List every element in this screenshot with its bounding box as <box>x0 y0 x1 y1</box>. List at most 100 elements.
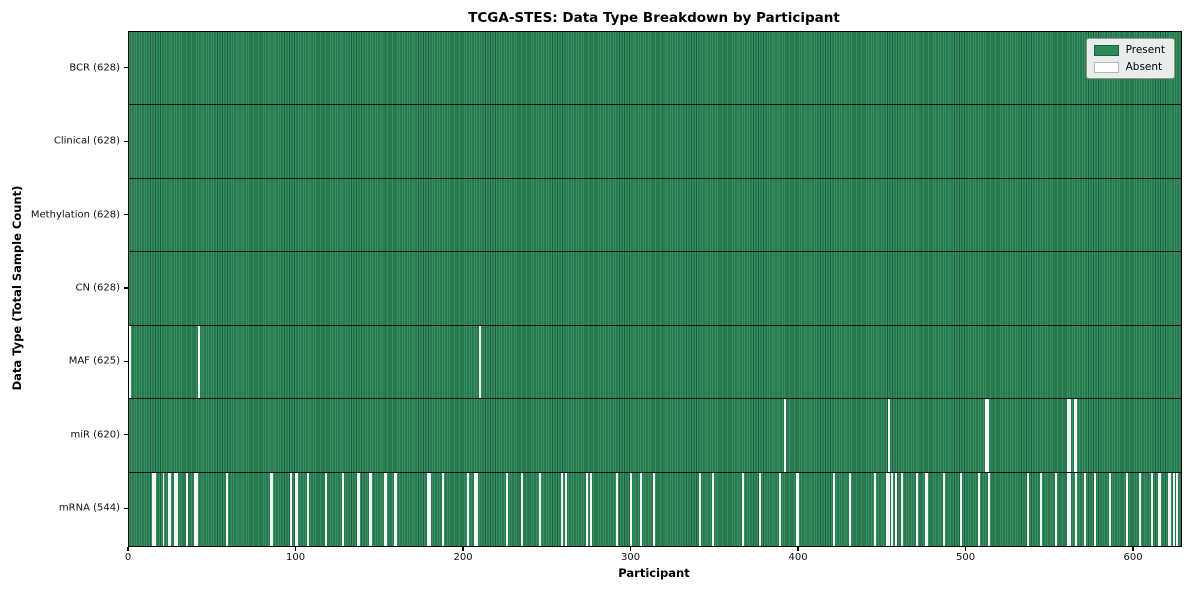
absent-stripe <box>370 472 373 546</box>
absent-stripe <box>561 472 564 546</box>
y-tick-mark <box>123 140 128 142</box>
absent-swatch-icon <box>1093 61 1119 73</box>
y-tick-label: CN (628) <box>75 282 120 294</box>
absent-stripe <box>269 472 272 546</box>
absent-stripe <box>1040 472 1043 546</box>
absent-stripe <box>196 472 198 546</box>
chart-title: TCGA-STES: Data Type Breakdown by Partic… <box>468 10 840 26</box>
absent-stripe <box>162 472 165 546</box>
x-tick-label: 300 <box>621 552 641 563</box>
absent-stripe <box>154 472 157 546</box>
absent-stripe <box>783 399 786 472</box>
absent-stripe <box>795 472 798 546</box>
absent-stripe <box>175 472 178 546</box>
data-type-row-mir <box>129 399 1181 473</box>
legend-item-absent: Absent <box>1093 61 1165 73</box>
absent-stripe <box>475 472 478 546</box>
data-type-row-mrna <box>129 472 1181 546</box>
absent-stripe <box>129 325 131 399</box>
data-type-row-methylation <box>129 179 1181 253</box>
absent-stripe <box>985 399 987 472</box>
y-tick-mark <box>123 213 128 216</box>
absent-stripe <box>1167 472 1170 546</box>
absent-stripe <box>1157 472 1160 546</box>
absent-stripe <box>474 472 477 546</box>
absent-stripe <box>1139 472 1142 546</box>
absent-stripe <box>539 472 542 546</box>
x-tick-label: 0 <box>124 552 132 563</box>
x-tick-label: 400 <box>788 552 808 563</box>
absent-stripe <box>505 472 508 546</box>
absent-stripe <box>1108 472 1111 546</box>
absent-stripe <box>395 472 398 546</box>
absent-stripe <box>886 472 889 546</box>
y-tick-mark <box>123 507 128 509</box>
absent-stripe <box>698 472 701 546</box>
legend-label: Present <box>1125 44 1165 56</box>
absent-stripe <box>289 472 292 546</box>
absent-stripe <box>1055 472 1058 546</box>
absent-stripe <box>589 472 592 546</box>
absent-stripe <box>479 325 482 399</box>
x-tick-mark <box>127 546 129 551</box>
absent-stripe <box>324 472 327 546</box>
absent-stripe <box>393 472 396 546</box>
x-axis-label: Participant <box>618 566 690 580</box>
absent-stripe <box>891 472 894 546</box>
absent-stripe <box>1067 472 1070 546</box>
absent-stripe <box>926 472 929 546</box>
absent-stripe <box>358 472 361 546</box>
absent-stripe <box>1083 472 1086 546</box>
absent-stripe <box>778 472 781 546</box>
absent-stripe <box>306 472 309 546</box>
x-tick-label: 600 <box>1123 552 1143 563</box>
absent-stripe <box>356 472 359 546</box>
absent-stripe <box>1172 472 1175 546</box>
data-type-row-bcr <box>129 32 1181 106</box>
absent-stripe <box>1150 472 1153 546</box>
y-tick-label: MAF (625) <box>68 355 120 367</box>
absent-stripe <box>1175 472 1178 546</box>
absent-stripe <box>194 472 197 546</box>
absent-stripe <box>832 472 835 546</box>
absent-stripe <box>797 472 800 546</box>
absent-stripe <box>1075 472 1078 546</box>
absent-stripe <box>711 472 714 546</box>
absent-stripe <box>849 472 852 546</box>
absent-stripe <box>520 472 523 546</box>
absent-stripe <box>197 325 200 399</box>
y-tick-mark <box>123 287 128 289</box>
absent-stripe <box>1067 399 1070 472</box>
y-tick-mark <box>123 67 128 69</box>
y-tick-label: mRNA (544) <box>58 502 120 514</box>
y-tick-mark <box>123 434 128 436</box>
x-tick-label: 100 <box>285 552 306 563</box>
absent-stripe <box>986 399 989 472</box>
data-type-row-maf <box>129 325 1181 400</box>
absent-stripe <box>629 472 632 546</box>
present-swatch-icon <box>1093 44 1119 56</box>
absent-stripe <box>1093 472 1096 546</box>
x-tick-mark <box>629 546 632 551</box>
absent-stripe <box>988 472 991 546</box>
absent-stripe <box>959 472 962 546</box>
absent-stripe <box>1075 399 1078 472</box>
y-tick-label: Clinical (628) <box>53 135 120 147</box>
absent-stripe <box>1159 472 1162 546</box>
absent-stripe <box>467 472 470 546</box>
legend: Present Absent <box>1085 38 1175 79</box>
absent-stripe <box>152 472 155 546</box>
x-tick-mark <box>1132 546 1134 551</box>
absent-stripe <box>901 472 904 546</box>
absent-stripe <box>1068 472 1071 546</box>
absent-stripe <box>174 472 177 546</box>
legend-item-present: Present <box>1093 44 1165 56</box>
absent-stripe <box>943 472 946 546</box>
absent-stripe <box>185 472 188 546</box>
absent-stripe <box>874 472 877 546</box>
absent-stripe <box>894 472 897 546</box>
absent-stripe <box>169 472 172 546</box>
absent-stripe <box>1169 472 1172 546</box>
absent-stripe <box>296 472 299 546</box>
